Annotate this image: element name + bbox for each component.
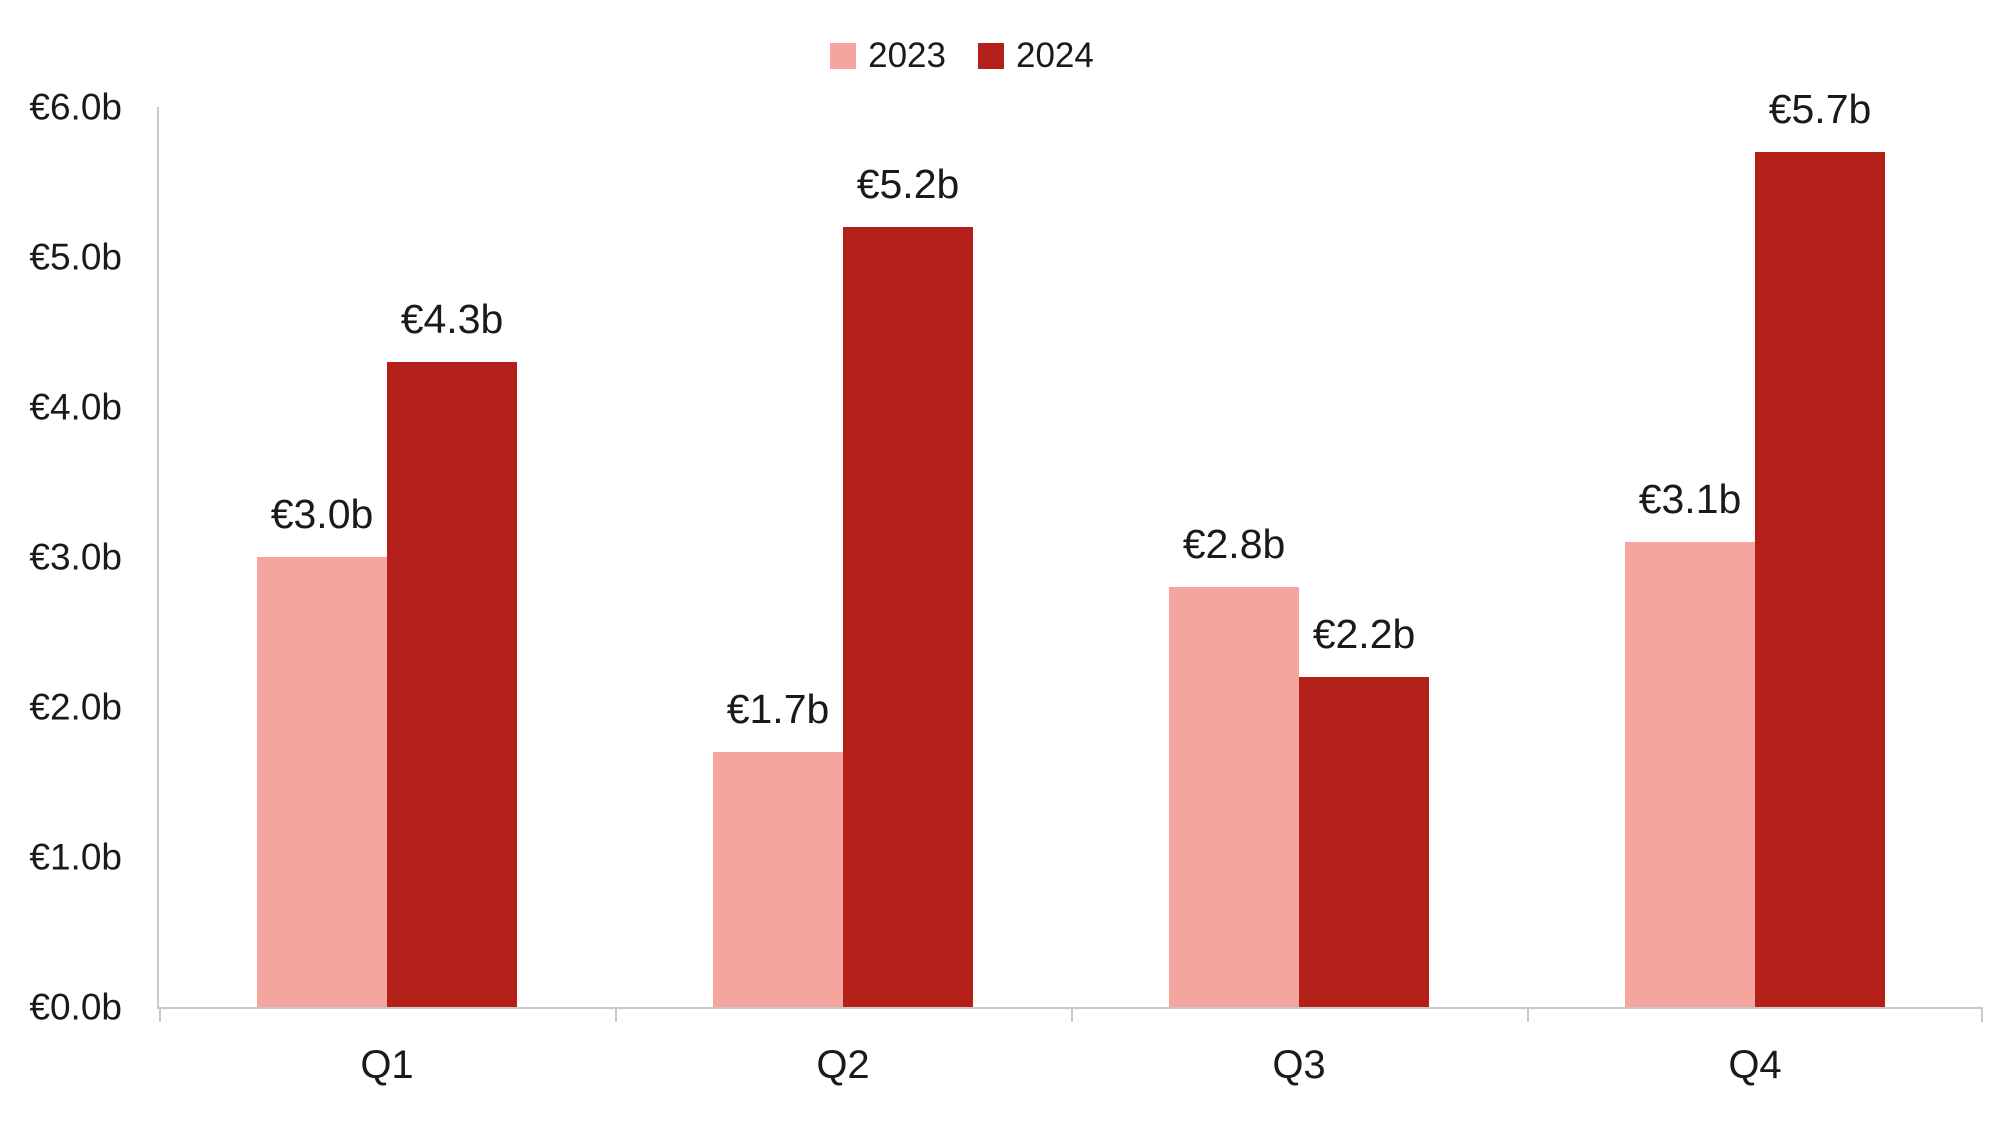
bar-2024-q2 <box>843 227 973 1007</box>
x-axis-tick <box>159 1007 161 1022</box>
x-axis-tick <box>1527 1007 1529 1022</box>
x-axis-label-Q1: Q1 <box>360 1043 414 1087</box>
bar-value-label-2023-q3: €2.8b <box>1182 521 1286 567</box>
y-axis-tick-label: €1.0b <box>29 836 122 878</box>
bar-2024-q4 <box>1755 152 1885 1007</box>
bar-value-label-2024-q2: €5.2b <box>856 161 960 207</box>
x-axis-line <box>157 1007 1983 1009</box>
y-axis-line <box>157 107 159 1007</box>
x-axis-tick <box>1071 1007 1073 1022</box>
bar-value-label-2023-q4: €3.1b <box>1638 476 1742 522</box>
chart-legend: 2023 2024 <box>0 38 1962 73</box>
bar-2023-q4 <box>1625 542 1755 1007</box>
legend-item-2023: 2023 <box>830 38 946 73</box>
y-axis-tick-label: €2.0b <box>29 686 122 728</box>
legend-item-2024: 2024 <box>978 38 1094 73</box>
bar-2024-q1 <box>387 362 517 1007</box>
bar-value-label-2024-q4: €5.7b <box>1768 86 1872 132</box>
x-axis-tick <box>1981 1007 1983 1022</box>
bar-2023-q1 <box>257 557 387 1007</box>
bar-value-label-2023-q1: €3.0b <box>270 491 374 537</box>
legend-label-2024: 2024 <box>1016 36 1094 75</box>
bar-2024-q3 <box>1299 677 1429 1007</box>
bar-2023-q3 <box>1169 587 1299 1007</box>
legend-swatch-2024 <box>978 42 1004 69</box>
bar-2023-q2 <box>713 752 843 1007</box>
x-axis-label-Q3: Q3 <box>1272 1043 1326 1087</box>
bar-value-label-2024-q1: €4.3b <box>400 296 504 342</box>
legend-label-2023: 2023 <box>868 36 946 75</box>
bar-value-label-2024-q3: €2.2b <box>1312 611 1416 657</box>
y-axis-tick-label: €4.0b <box>29 386 122 428</box>
x-axis-tick <box>615 1007 617 1022</box>
bar-value-label-2023-q2: €1.7b <box>726 686 830 732</box>
y-axis-tick-label: €0.0b <box>29 986 122 1028</box>
x-axis-label-Q2: Q2 <box>816 1043 870 1087</box>
y-axis-tick-label: €6.0b <box>29 86 122 128</box>
legend-swatch-2023 <box>830 42 857 69</box>
y-axis-tick-label: €5.0b <box>29 236 122 278</box>
x-axis-label-Q4: Q4 <box>1728 1043 1782 1087</box>
plot-area: €0.0b €1.0b €2.0b €3.0b €4.0b €5.0b €6.0b Q1 Q2 Q… <box>29 89 1983 1085</box>
y-axis-tick-label: €3.0b <box>29 536 122 578</box>
